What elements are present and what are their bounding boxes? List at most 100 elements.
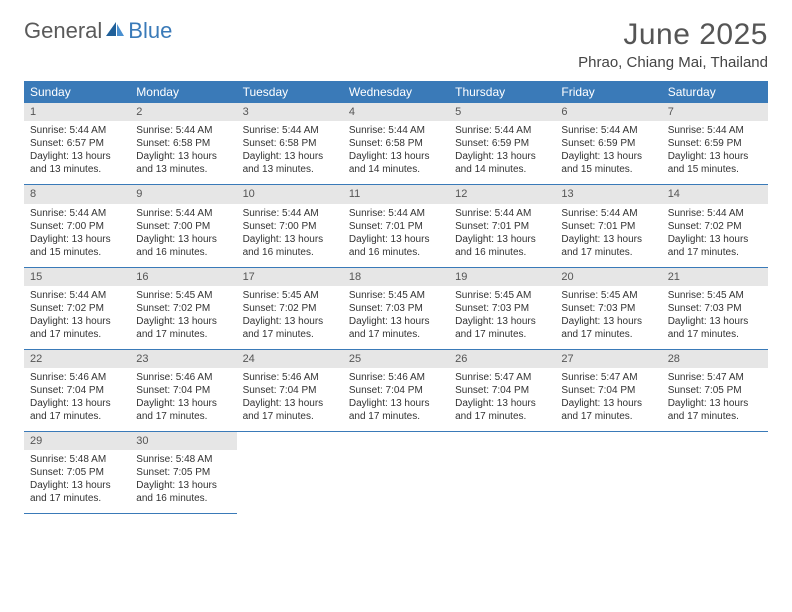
sunset-line: Sunset: 7:02 PM [668,220,762,233]
sunrise-line: Sunrise: 5:48 AM [30,453,124,466]
daylight-line: Daylight: 13 hours and 17 minutes. [30,315,124,341]
day-details: Sunrise: 5:45 AMSunset: 7:03 PMDaylight:… [343,286,449,349]
sunrise-line: Sunrise: 5:45 AM [136,289,230,302]
calendar-cell: 4Sunrise: 5:44 AMSunset: 6:58 PMDaylight… [343,103,449,185]
daylight-line: Daylight: 13 hours and 17 minutes. [30,479,124,505]
sunrise-line: Sunrise: 5:48 AM [136,453,230,466]
daylight-line: Daylight: 13 hours and 17 minutes. [668,315,762,341]
daylight-line: Daylight: 13 hours and 15 minutes. [668,150,762,176]
day-details: Sunrise: 5:44 AMSunset: 6:59 PMDaylight:… [662,121,768,184]
title-block: June 2025 Phrao, Chiang Mai, Thailand [578,18,768,71]
empty-cell [555,432,661,486]
sunrise-line: Sunrise: 5:47 AM [561,371,655,384]
calendar-row: 8Sunrise: 5:44 AMSunset: 7:00 PMDaylight… [24,185,768,267]
calendar-body: 1Sunrise: 5:44 AMSunset: 6:57 PMDaylight… [24,103,768,514]
day-number: 22 [24,350,130,368]
sunset-line: Sunset: 7:03 PM [455,302,549,315]
calendar-cell: 14Sunrise: 5:44 AMSunset: 7:02 PMDayligh… [662,185,768,267]
sunrise-line: Sunrise: 5:45 AM [455,289,549,302]
sunset-line: Sunset: 7:01 PM [349,220,443,233]
daylight-line: Daylight: 13 hours and 17 minutes. [349,315,443,341]
sunrise-line: Sunrise: 5:44 AM [668,207,762,220]
day-number: 10 [237,185,343,203]
logo-blue-text: Blue [128,18,172,44]
day-details: Sunrise: 5:45 AMSunset: 7:03 PMDaylight:… [449,286,555,349]
daylight-line: Daylight: 13 hours and 16 minutes. [136,479,230,505]
weekday-header: Friday [555,81,661,103]
day-details: Sunrise: 5:46 AMSunset: 7:04 PMDaylight:… [24,368,130,431]
weekday-header: Thursday [449,81,555,103]
calendar-table: SundayMondayTuesdayWednesdayThursdayFrid… [24,81,768,514]
calendar-cell: 5Sunrise: 5:44 AMSunset: 6:59 PMDaylight… [449,103,555,185]
day-details: Sunrise: 5:45 AMSunset: 7:02 PMDaylight:… [237,286,343,349]
calendar-cell [555,432,661,514]
day-number: 8 [24,185,130,203]
calendar-cell: 21Sunrise: 5:45 AMSunset: 7:03 PMDayligh… [662,267,768,349]
daylight-line: Daylight: 13 hours and 17 minutes. [136,315,230,341]
daylight-line: Daylight: 13 hours and 17 minutes. [561,315,655,341]
sunset-line: Sunset: 6:58 PM [349,137,443,150]
day-details: Sunrise: 5:44 AMSunset: 7:01 PMDaylight:… [343,204,449,267]
calendar-cell: 3Sunrise: 5:44 AMSunset: 6:58 PMDaylight… [237,103,343,185]
daylight-line: Daylight: 13 hours and 16 minutes. [349,233,443,259]
sunset-line: Sunset: 7:04 PM [136,384,230,397]
sunset-line: Sunset: 7:00 PM [30,220,124,233]
sunset-line: Sunset: 7:03 PM [668,302,762,315]
day-details: Sunrise: 5:44 AMSunset: 7:00 PMDaylight:… [130,204,236,267]
sunrise-line: Sunrise: 5:44 AM [349,124,443,137]
weekday-header: Tuesday [237,81,343,103]
sail-icon [104,20,126,43]
calendar-cell: 25Sunrise: 5:46 AMSunset: 7:04 PMDayligh… [343,349,449,431]
weekday-header: Wednesday [343,81,449,103]
day-number: 3 [237,103,343,121]
sunrise-line: Sunrise: 5:46 AM [30,371,124,384]
sunrise-line: Sunrise: 5:46 AM [349,371,443,384]
sunset-line: Sunset: 7:01 PM [561,220,655,233]
sunrise-line: Sunrise: 5:45 AM [349,289,443,302]
day-details: Sunrise: 5:44 AMSunset: 7:02 PMDaylight:… [24,286,130,349]
calendar-cell: 11Sunrise: 5:44 AMSunset: 7:01 PMDayligh… [343,185,449,267]
day-details: Sunrise: 5:44 AMSunset: 6:57 PMDaylight:… [24,121,130,184]
day-details: Sunrise: 5:46 AMSunset: 7:04 PMDaylight:… [237,368,343,431]
day-number: 1 [24,103,130,121]
day-number: 12 [449,185,555,203]
daylight-line: Daylight: 13 hours and 13 minutes. [243,150,337,176]
sunset-line: Sunset: 6:59 PM [561,137,655,150]
sunrise-line: Sunrise: 5:44 AM [136,207,230,220]
day-details: Sunrise: 5:45 AMSunset: 7:03 PMDaylight:… [662,286,768,349]
daylight-line: Daylight: 13 hours and 16 minutes. [243,233,337,259]
sunset-line: Sunset: 7:04 PM [243,384,337,397]
calendar-cell: 9Sunrise: 5:44 AMSunset: 7:00 PMDaylight… [130,185,236,267]
sunrise-line: Sunrise: 5:44 AM [455,207,549,220]
sunset-line: Sunset: 7:04 PM [349,384,443,397]
day-number: 11 [343,185,449,203]
daylight-line: Daylight: 13 hours and 15 minutes. [561,150,655,176]
sunrise-line: Sunrise: 5:44 AM [243,207,337,220]
daylight-line: Daylight: 13 hours and 17 minutes. [561,397,655,423]
empty-cell [237,432,343,486]
sunrise-line: Sunrise: 5:44 AM [561,207,655,220]
sunrise-line: Sunrise: 5:45 AM [243,289,337,302]
calendar-cell: 18Sunrise: 5:45 AMSunset: 7:03 PMDayligh… [343,267,449,349]
sunset-line: Sunset: 7:02 PM [243,302,337,315]
day-details: Sunrise: 5:47 AMSunset: 7:05 PMDaylight:… [662,368,768,431]
empty-cell [343,432,449,486]
sunrise-line: Sunrise: 5:46 AM [243,371,337,384]
calendar-cell: 22Sunrise: 5:46 AMSunset: 7:04 PMDayligh… [24,349,130,431]
sunset-line: Sunset: 7:03 PM [561,302,655,315]
sunset-line: Sunset: 7:00 PM [243,220,337,233]
day-details: Sunrise: 5:44 AMSunset: 6:59 PMDaylight:… [555,121,661,184]
logo-general-text: General [24,18,102,44]
calendar-row: 1Sunrise: 5:44 AMSunset: 6:57 PMDaylight… [24,103,768,185]
day-details: Sunrise: 5:44 AMSunset: 6:58 PMDaylight:… [130,121,236,184]
daylight-line: Daylight: 13 hours and 17 minutes. [455,397,549,423]
sunset-line: Sunset: 7:05 PM [30,466,124,479]
calendar-row: 29Sunrise: 5:48 AMSunset: 7:05 PMDayligh… [24,432,768,514]
day-number: 25 [343,350,449,368]
calendar-cell: 23Sunrise: 5:46 AMSunset: 7:04 PMDayligh… [130,349,236,431]
day-number: 16 [130,268,236,286]
day-details: Sunrise: 5:48 AMSunset: 7:05 PMDaylight:… [130,450,236,513]
sunrise-line: Sunrise: 5:44 AM [30,124,124,137]
day-number: 18 [343,268,449,286]
day-details: Sunrise: 5:48 AMSunset: 7:05 PMDaylight:… [24,450,130,513]
